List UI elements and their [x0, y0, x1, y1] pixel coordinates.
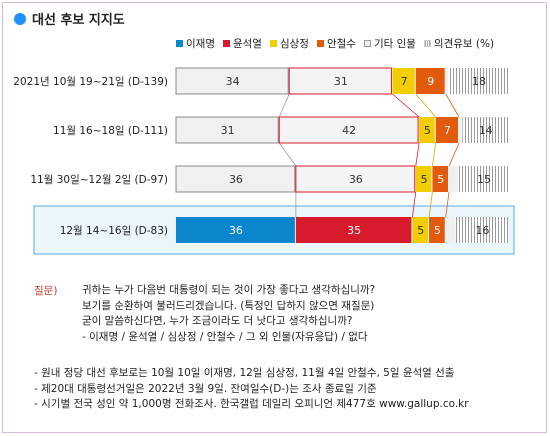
legend-swatch — [363, 40, 371, 47]
connector-line — [278, 142, 297, 167]
bar-value-label: 31 — [334, 75, 348, 88]
legend-label: 기타 인물 — [373, 38, 416, 50]
bar-value-label: 5 — [421, 173, 428, 186]
bar-value-label: 36 — [229, 173, 243, 186]
legend-swatch — [269, 40, 277, 47]
footnote: - 원내 정당 대선 후보로는 10월 10일 이재명, 12일 심상정, 11… — [34, 367, 455, 379]
bar-value-label: 5 — [417, 224, 424, 237]
footnote: - 시기별 전국 성인 약 1,000명 전화조사. 한국갤럽 데일리 오피니언… — [34, 398, 469, 410]
question-text: 귀하는 누가 다음번 대통령이 되는 것이 가장 좋다고 생각하십니까? 보기를… — [82, 283, 375, 345]
bar-segment — [419, 117, 435, 143]
legend-swatch — [423, 40, 431, 47]
bar-value-label: 14 — [479, 124, 493, 137]
bar-segment — [175, 116, 279, 144]
legend-label: 심상정 — [279, 38, 309, 50]
bar-segment — [176, 217, 295, 243]
bar-segment — [278, 116, 419, 144]
bar-segment — [459, 117, 462, 143]
bar-segment — [449, 68, 508, 94]
legend-item: 안철수 — [316, 36, 356, 51]
bar-value-label: 31 — [221, 124, 235, 137]
connector-line — [448, 142, 460, 167]
legend-swatch — [222, 40, 230, 47]
bar-segment — [435, 117, 459, 143]
legend-item: 윤석열 — [222, 36, 262, 51]
connector-line — [445, 93, 460, 118]
connector-line — [278, 93, 290, 118]
bar-value-label: 5 — [434, 224, 441, 237]
legend: 이재명 윤석열 심상정 안철수 기타 인물 의견유보 (%) — [176, 36, 502, 51]
bar-segment — [175, 67, 289, 95]
bar-value-label: 35 — [347, 224, 361, 237]
row-label: 11월 16~18일 (D-111) — [53, 124, 168, 137]
bar-value-label: 36 — [229, 224, 243, 237]
legend-label: 의견유보 (%) — [433, 38, 495, 50]
title-row: 대선 후보 지지도 — [14, 9, 125, 28]
connector-line — [412, 191, 417, 218]
row-label: 2021년 10월 19~21일 (D-139) — [13, 75, 168, 88]
legend-label: 안철수 — [326, 38, 356, 50]
question-line: - 이재명 / 윤석열 / 심상정 / 안철수 / 그 외 인물(자유응답) /… — [82, 330, 368, 343]
bar-segment — [392, 68, 415, 94]
legend-item: 의견유보 (%) — [423, 36, 495, 51]
question-line: 귀하는 누가 다음번 대통령이 되는 것이 가장 좋다고 생각하십니까? — [82, 284, 376, 296]
bar-segment — [288, 67, 392, 95]
legend-label: 윤석열 — [232, 38, 262, 50]
chart-frame — [2, 2, 547, 433]
bar-segment — [432, 166, 449, 192]
connector-line — [445, 191, 450, 218]
bar-value-label: 5 — [437, 173, 444, 186]
legend-item: 기타 인물 — [363, 36, 416, 51]
bar-segment — [295, 217, 412, 243]
legend-label: 이재명 — [186, 38, 215, 50]
bar-segment — [295, 165, 416, 193]
question-line: 보기를 순환하여 불러드리겠습니다. (특정인 답하지 않으면 재질문) — [82, 299, 375, 312]
bar-segment — [459, 166, 508, 192]
bar-value-label: 9 — [427, 75, 434, 88]
connector-line — [415, 142, 420, 167]
bar-value-label: 34 — [226, 75, 240, 88]
bar-value-label: 36 — [349, 173, 363, 186]
legend-swatch — [316, 40, 324, 47]
connector-line — [415, 93, 437, 118]
legend-swatch — [176, 40, 183, 47]
row-label: 11월 30일~12월 2일 (D-97) — [30, 173, 168, 186]
connector-line — [432, 142, 437, 167]
bar-value-label: 15 — [477, 173, 491, 186]
question-line: 굳이 말씀하신다면, 누가 조금이라도 더 낫다고 생각하십니까? — [82, 315, 353, 327]
bar-segment — [415, 166, 432, 192]
stacked-bar-chart: 2021년 10월 19~21일 (D-139) 34 31 7 9 18 11월 16~1… — [13, 67, 515, 255]
bar-value-label: 7 — [444, 124, 451, 137]
row-label: 12월 14~16일 (D-83) — [60, 224, 168, 237]
footnotes: - 원내 정당 대선 후보로는 10월 10일 이재명, 12일 심상정, 11… — [34, 366, 469, 413]
bar-segment — [175, 165, 296, 193]
bar-segment — [462, 117, 508, 143]
bar-segment — [445, 217, 455, 243]
bar-segment — [415, 68, 445, 94]
bar-value-label: 18 — [472, 75, 486, 88]
bar-value-label: 5 — [424, 124, 431, 137]
connector-line — [428, 191, 433, 218]
bar-segment — [412, 217, 429, 243]
bar-segment — [429, 217, 445, 243]
legend-item: 심상정 — [269, 36, 309, 51]
question-label: 질문) — [34, 285, 58, 297]
bar-value-label: 16 — [475, 224, 489, 237]
chart-title: 대선 후보 지지도 — [32, 13, 125, 28]
legend-item: 이재명 — [176, 36, 215, 51]
bar-value-label: 7 — [401, 75, 408, 88]
bar-value-label: 42 — [342, 124, 356, 137]
bar-segment — [445, 68, 449, 94]
footnote: - 제20대 대통령선거일은 2022년 3월 9일. 잔여일수(D-)는 조사… — [34, 382, 377, 395]
bar-segment — [449, 166, 459, 192]
bar-segment — [455, 217, 508, 243]
title-bullet-icon — [14, 12, 26, 25]
connector-line — [392, 93, 420, 118]
